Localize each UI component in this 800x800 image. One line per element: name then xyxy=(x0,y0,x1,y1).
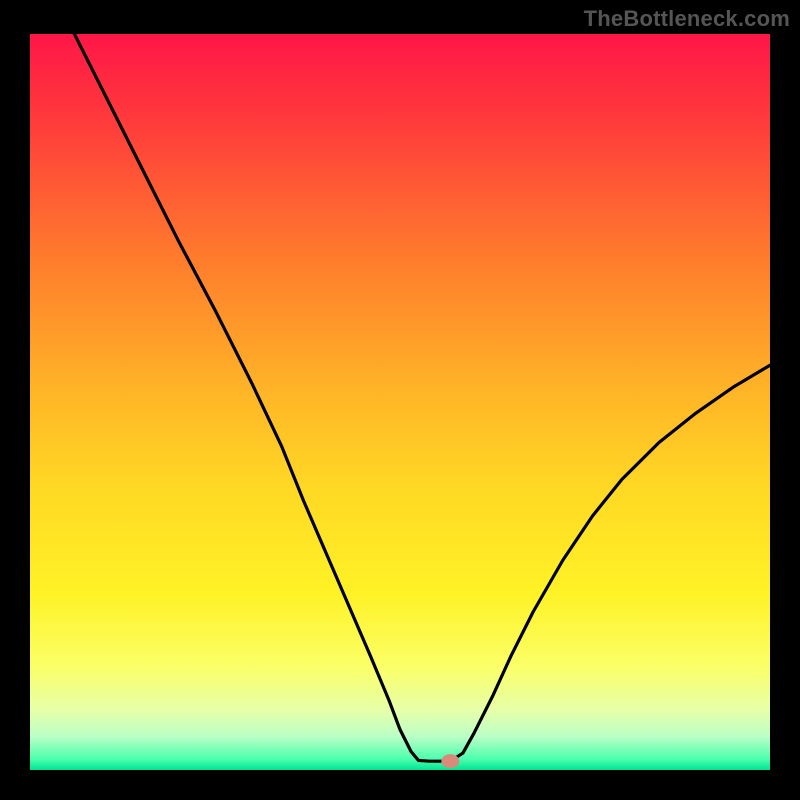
optimal-point-marker xyxy=(441,754,459,768)
plot-background xyxy=(30,34,770,770)
chart-frame: TheBottleneck.com xyxy=(0,0,800,800)
bottleneck-chart xyxy=(0,0,800,800)
